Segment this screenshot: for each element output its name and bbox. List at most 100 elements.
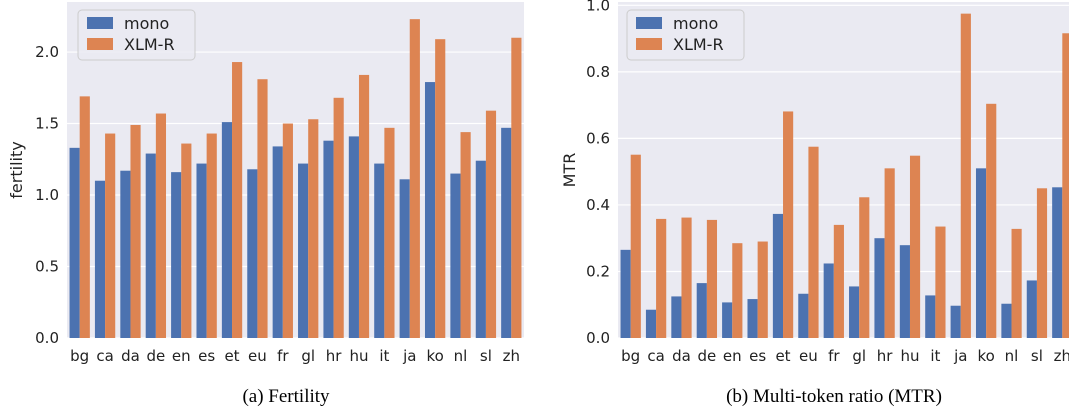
x-tick-label: ca — [647, 347, 664, 365]
y-tick-label: 0.6 — [586, 129, 610, 147]
legend-swatch — [87, 38, 113, 50]
bar-xlm-r-da — [681, 217, 692, 338]
x-tick-label: hu — [349, 347, 368, 365]
x-tick-label: ko — [426, 347, 443, 365]
bar-mono-en — [722, 302, 733, 338]
bar-xlm-r-sl — [1036, 188, 1048, 338]
bar-xlm-r-es — [206, 133, 217, 338]
y-axis-label: MTR — [560, 153, 579, 188]
bar-mono-ca — [645, 309, 657, 338]
bar-mono-gl — [849, 286, 860, 338]
bar-xlm-r-bg — [79, 96, 90, 338]
bar-xlm-r-sl — [485, 110, 497, 339]
x-tick-label: ko — [977, 347, 994, 365]
x-tick-label: de — [697, 347, 716, 365]
x-tick-label: hr — [326, 347, 343, 365]
x-tick-label: ca — [96, 347, 113, 365]
bar-mono-zh — [1052, 187, 1063, 338]
bar-mono-et — [221, 122, 233, 338]
bar-mono-bg — [69, 147, 80, 338]
bar-mono-en — [171, 172, 182, 338]
x-tick-label: ja — [953, 347, 967, 365]
x-tick-label: da — [672, 347, 691, 365]
x-tick-label: fr — [828, 347, 840, 365]
x-tick-label: et — [775, 347, 790, 365]
bar-xlm-r-fr — [833, 224, 844, 338]
x-tick-label: nl — [1005, 347, 1019, 365]
x-tick-label: eu — [248, 347, 267, 365]
legend-label: XLM-R — [673, 35, 724, 54]
x-tick-label: et — [224, 347, 239, 365]
bar-xlm-r-hu — [909, 155, 921, 338]
bar-xlm-r-en — [732, 243, 743, 338]
bar-mono-sl — [1026, 280, 1037, 338]
x-tick-label: da — [121, 347, 140, 365]
bar-mono-sl — [475, 160, 486, 338]
bar-mono-es — [196, 163, 207, 338]
bar-mono-fr — [823, 263, 834, 338]
y-tick-label: 0.2 — [586, 262, 610, 280]
bar-mono-nl — [450, 173, 461, 338]
bar-mono-ja — [950, 305, 961, 338]
bar-mono-it — [925, 295, 936, 338]
bar-xlm-r-ca — [656, 218, 667, 338]
fertility-chart: 0.0 0.5 1.0 1.5 2.0 bg ca da de en es et eu fr gl hr hu i… — [7, 2, 524, 407]
bar-xlm-r-nl — [460, 132, 471, 338]
bar-mono-de — [696, 283, 707, 338]
bar-mono-hu — [899, 245, 910, 338]
x-tick-label: bg — [70, 347, 89, 365]
bar-xlm-r-et — [232, 62, 243, 339]
bar-xlm-r-de — [155, 113, 167, 338]
bar-mono-ja — [399, 179, 410, 338]
bar-mono-da — [671, 296, 682, 338]
x-tick-label: en — [172, 347, 191, 365]
bar-mono-hr — [323, 140, 334, 338]
bar-xlm-r-es — [757, 241, 768, 338]
bar-xlm-r-it — [935, 226, 946, 338]
legend-label: mono — [124, 14, 169, 33]
x-tick-label: zh — [1054, 347, 1069, 365]
bar-mono-da — [120, 170, 131, 338]
legend-swatch — [636, 17, 662, 29]
bar-xlm-r-ja — [409, 19, 420, 339]
bar-xlm-r-nl — [1011, 228, 1022, 338]
x-tick-label: es — [198, 347, 215, 365]
bar-mono-ko — [424, 82, 436, 338]
x-tick-label: fr — [277, 347, 289, 365]
bar-xlm-r-en — [181, 143, 192, 338]
bar-xlm-r-et — [783, 111, 794, 338]
bar-mono-de — [145, 153, 156, 338]
legend-label: XLM-R — [124, 35, 175, 54]
bar-mono-eu — [247, 169, 258, 338]
x-tick-label: nl — [454, 347, 468, 365]
bar-mono-hu — [348, 136, 359, 338]
legend: mono XLM-R — [77, 9, 196, 61]
x-tick-label: en — [723, 347, 742, 365]
x-tick-label: bg — [621, 347, 640, 365]
bar-mono-it — [374, 163, 385, 338]
bar-xlm-r-zh — [1062, 33, 1069, 338]
bar-xlm-r-hr — [884, 168, 895, 338]
bar-xlm-r-ko — [986, 103, 997, 338]
y-tick-label: 0.0 — [586, 329, 610, 347]
y-tick-label: 1.0 — [35, 186, 59, 204]
bar-xlm-r-eu — [808, 146, 819, 338]
bar-xlm-r-gl — [859, 197, 870, 338]
y-axis-label: fertility — [7, 141, 26, 198]
y-tick-label: 2.0 — [35, 43, 59, 61]
legend-label: mono — [673, 14, 718, 33]
x-tick-label: gl — [852, 347, 866, 365]
legend-swatch — [636, 38, 662, 50]
legend: mono XLM-R — [626, 9, 745, 61]
bar-xlm-r-de — [706, 219, 718, 338]
x-tick-label: gl — [301, 347, 315, 365]
x-tick-label: it — [379, 347, 389, 365]
bar-mono-et — [772, 213, 784, 338]
bar-mono-fr — [272, 146, 283, 338]
x-tick-label: eu — [799, 347, 818, 365]
bar-xlm-r-fr — [282, 123, 293, 338]
x-tick-label: zh — [503, 347, 520, 365]
bar-xlm-r-eu — [257, 79, 268, 339]
x-tick-label: es — [749, 347, 766, 365]
chart-caption: (b) Multi-token ratio (MTR) — [726, 386, 942, 407]
